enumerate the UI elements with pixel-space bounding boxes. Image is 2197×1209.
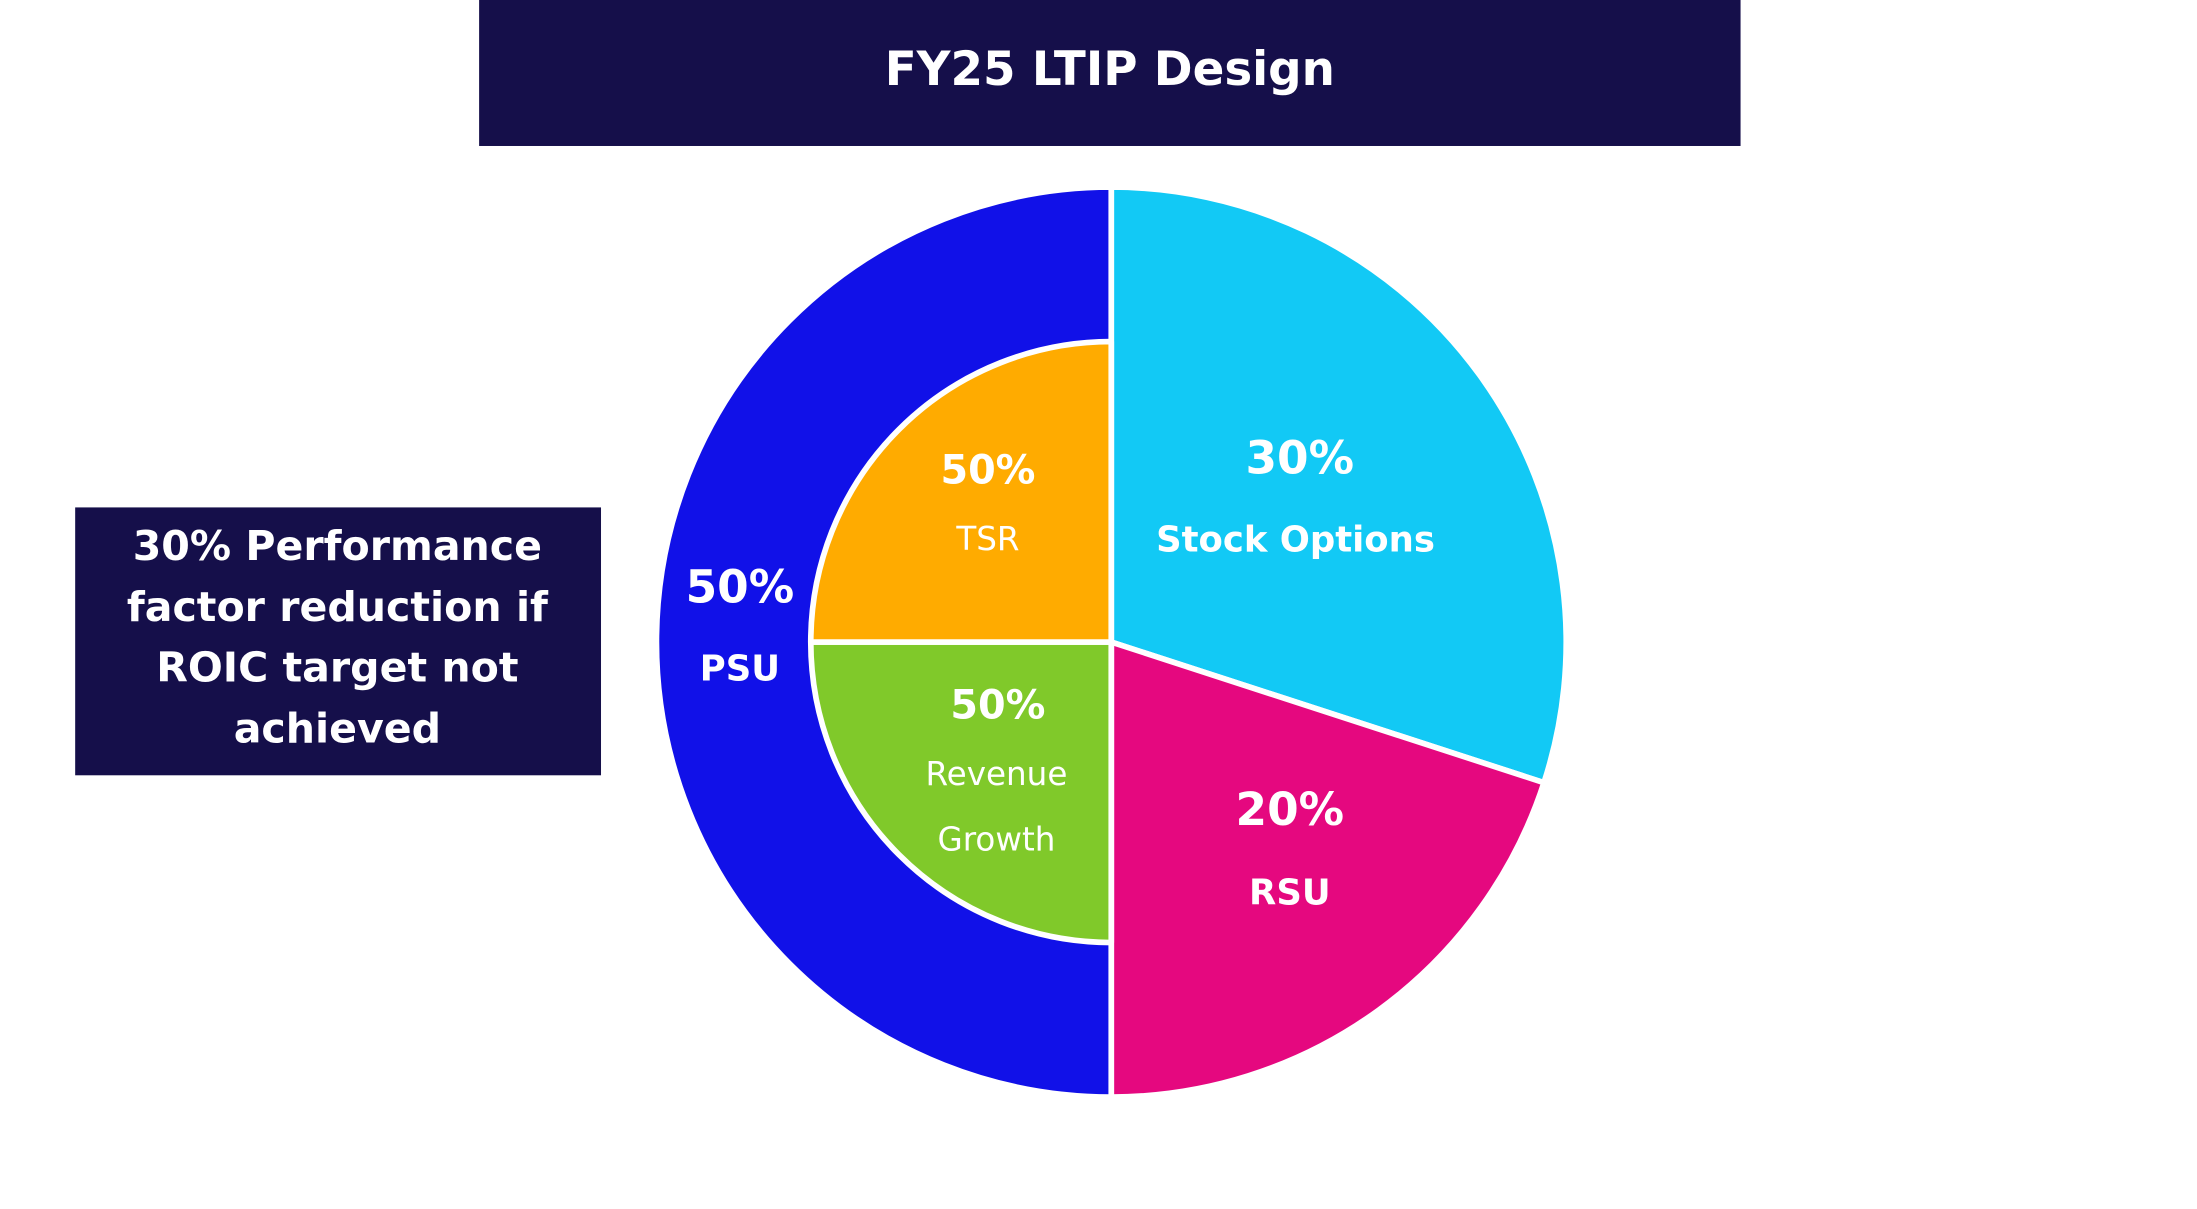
wedge-revenue-growth [807,639,1115,946]
label-tsr: TSR [955,520,1019,558]
label-psu-pct: 50% [686,560,795,613]
label-stock-options: Stock Options [1156,519,1435,560]
wedge-stock-options [1108,184,1570,786]
label-revenue-growth-line2: Growth [937,820,1055,858]
label-stock-options-pct: 30% [1245,431,1354,484]
label-revenue-growth-pct: 50% [950,683,1045,729]
label-rsu-pct: 20% [1236,783,1345,836]
pie-wedges [653,184,1570,1100]
title-bar [479,0,1741,146]
wedge-rsu [1108,639,1547,1100]
note-line-1: 30% Performance [133,522,542,570]
note-line-4: achieved [234,705,441,753]
chart-title: FY25 LTIP Design [885,43,1335,97]
note-line-3: ROIC target not [156,644,518,692]
label-revenue-growth-line1: Revenue [926,755,1068,793]
note-line-2: factor reduction if [127,583,549,631]
wedge-tsr [807,338,1115,645]
label-rsu: RSU [1249,872,1331,913]
label-tsr-pct: 50% [940,447,1035,493]
note-box [75,507,602,776]
label-psu: PSU [700,648,780,689]
